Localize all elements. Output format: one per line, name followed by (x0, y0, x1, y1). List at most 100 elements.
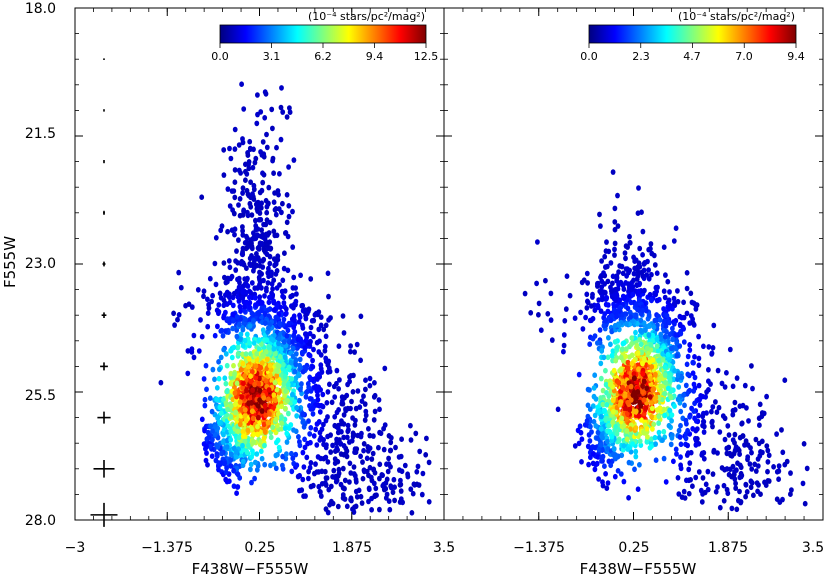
density-point (592, 372, 598, 379)
density-point (715, 367, 721, 374)
density-point (294, 462, 300, 469)
density-point (377, 429, 382, 436)
density-point (277, 320, 283, 327)
density-point (224, 465, 230, 471)
density-point (660, 357, 666, 363)
density-point (206, 434, 212, 441)
density-point (366, 486, 372, 493)
density-point (323, 444, 329, 451)
density-point (802, 500, 808, 507)
density-point (612, 246, 617, 253)
density-point (216, 419, 222, 426)
density-point (779, 427, 784, 433)
density-point (694, 426, 700, 432)
density-point (788, 470, 793, 476)
right-axis-ticks (443, 7, 824, 521)
density-point (251, 439, 256, 445)
density-point (248, 400, 254, 406)
density-point (269, 281, 275, 287)
density-point (348, 343, 353, 349)
density-point (295, 473, 301, 480)
density-point (381, 446, 387, 453)
density-point (266, 184, 272, 191)
density-point (605, 278, 611, 285)
density-point (262, 293, 267, 299)
density-point (271, 307, 277, 313)
density-point (613, 286, 619, 293)
density-point (588, 423, 593, 430)
density-point (270, 125, 275, 132)
density-point (238, 331, 244, 338)
density-point (423, 452, 429, 458)
density-point (272, 190, 277, 196)
density-point (654, 288, 659, 295)
density-point (761, 410, 767, 417)
density-point (315, 396, 321, 403)
density-point (602, 289, 608, 296)
density-point (245, 212, 251, 219)
density-point (692, 354, 697, 360)
density-point (221, 346, 227, 353)
density-point (252, 475, 257, 482)
density-point (279, 426, 285, 432)
density-point (233, 267, 239, 273)
density-point (599, 258, 604, 264)
density-point (257, 263, 263, 269)
density-point (204, 386, 209, 393)
density-point (305, 381, 311, 387)
density-point (699, 450, 705, 457)
density-point (248, 461, 254, 468)
density-point (595, 340, 600, 346)
density-point (232, 126, 238, 133)
density-point (175, 316, 180, 323)
density-point (279, 403, 285, 410)
density-point (587, 438, 593, 444)
density-point (548, 290, 554, 297)
density-point (646, 267, 651, 273)
density-point (258, 341, 264, 347)
density-point (237, 196, 243, 202)
density-point (685, 427, 690, 434)
density-point (644, 426, 650, 432)
density-point (646, 332, 652, 338)
density-point (755, 463, 761, 469)
density-point (318, 314, 324, 321)
density-point (245, 364, 251, 370)
density-point (299, 487, 305, 493)
density-point (682, 402, 687, 409)
density-point (223, 469, 229, 476)
density-point (602, 407, 607, 414)
density-point (609, 313, 615, 319)
density-point (647, 322, 652, 329)
density-point (217, 290, 223, 297)
density-point (634, 342, 640, 349)
density-point (265, 307, 271, 314)
density-point (595, 302, 601, 309)
density-point (247, 299, 253, 306)
density-point (263, 221, 269, 228)
density-point (274, 314, 280, 321)
density-point (612, 252, 617, 258)
right-colorbar-tick-4: 9.4 (787, 50, 805, 63)
density-point (189, 304, 195, 310)
density-point (221, 147, 227, 153)
density-point (228, 457, 234, 463)
density-point (235, 428, 241, 435)
density-point (690, 426, 696, 432)
density-point (748, 484, 754, 491)
density-point (363, 386, 368, 393)
density-point (760, 449, 765, 456)
density-point (363, 377, 368, 384)
density-point (754, 480, 760, 486)
density-point (700, 413, 706, 420)
density-point (670, 325, 675, 332)
density-point (588, 454, 593, 461)
density-point (639, 417, 644, 423)
density-point (603, 301, 609, 308)
density-point (586, 461, 591, 468)
density-point (715, 484, 720, 490)
density-point (731, 450, 737, 457)
density-point (258, 448, 264, 455)
density-point (801, 441, 807, 447)
density-point (229, 188, 235, 194)
